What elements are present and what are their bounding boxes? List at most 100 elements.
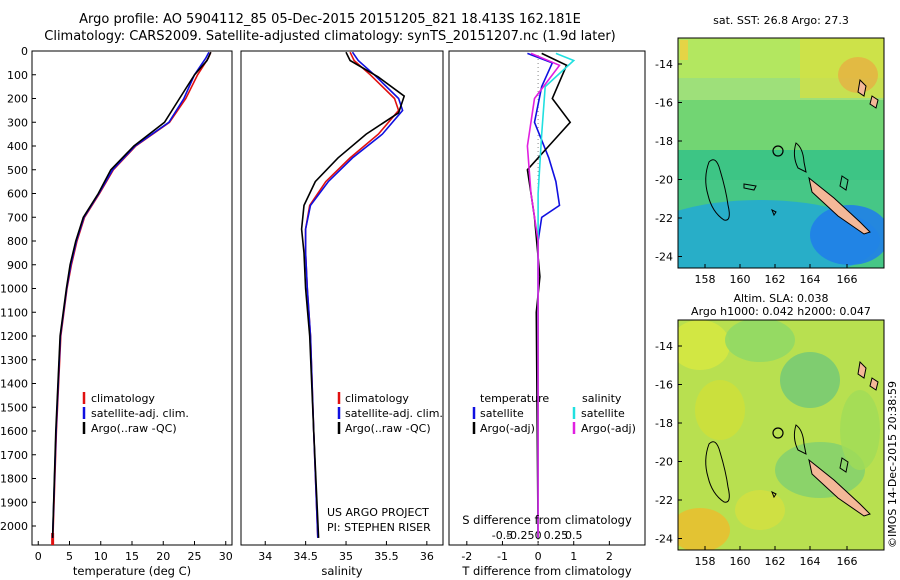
sst-map-image [678,38,884,268]
x-tick-label: 1 [570,550,577,563]
salinity-plot: 34 34.5 35 35.5 36 [258,51,434,563]
legend-title-temperature: temperature [480,392,549,405]
depth-tick-label: 1600 [0,425,28,438]
s-diff-tick-label: -0.25 [506,529,534,542]
depth-tick-label: 1500 [0,401,28,414]
difference-panel-frame [448,50,646,546]
legend-label-temp-argo: Argo(-adj) [480,422,535,435]
depth-tick-label: 200 [7,93,28,106]
legend-title-salinity: salinity [582,392,622,405]
difference-xlabel: T difference from climatology [461,564,632,578]
lon-tick-label: 162 [765,555,786,568]
depth-tick-label: 700 [7,211,28,224]
argo-position-marker [772,427,784,439]
series-line [304,51,404,538]
series-line [526,52,572,538]
figure-subtitle: Climatology: CARS2009. Satellite-adjuste… [44,29,616,44]
depth-axis: 0 100 200 300 400 500 600 700 800 900 1000 1100 1200… [0,45,36,533]
depth-tick-label: 800 [7,235,28,248]
sst-map-coastlines [705,78,879,235]
sla-map-axes: 158 160 162 164 166 -14 -16 -18 -20 -22 -24 [655,340,857,568]
s-diff-tick-label: -0.5 [492,529,513,542]
salinity-panel-frame [240,50,444,546]
series-line [304,51,400,538]
depth-tick-label: 900 [7,259,28,272]
legend-label-satellite: satellite-adj. clim. [91,407,189,420]
s-diff-tick-label: 0.25 [544,529,569,542]
difference-top-axis-label: S difference from climatology [462,513,632,527]
x-tick-label: 0 [35,550,42,563]
lat-tick-label: -22 [655,212,673,225]
depth-tick-label: 100 [7,69,28,82]
temperature-plot: 0 5 10 15 20 25 30 [35,51,233,563]
legend-label-sal-argo: Argo(-adj) [581,422,636,435]
x-tick-label: 0 [535,550,542,563]
x-tick-label: 36 [420,550,434,563]
lat-tick-label: -22 [655,494,673,507]
temperature-panel-frame [31,50,233,546]
lon-tick-label: 158 [695,555,716,568]
x-tick-label: 34 [258,550,272,563]
legend-label-temp-satellite: satellite [480,407,524,420]
lon-tick-label: 158 [695,273,716,286]
depth-tick-label: 1100 [0,306,28,319]
x-tick-label: 25 [188,550,202,563]
sla-map-subtitle: Argo h1000: 0.042 h2000: 0.047 [691,305,871,318]
lon-tick-label: 166 [837,555,858,568]
sst-map-axes: 158 160 162 164 166 -14 -16 -18 -20 -22 -24 [655,58,857,286]
salinity-legend: climatology satellite-adj. clim. Argo(..… [337,392,443,435]
lon-tick-label: 160 [730,273,751,286]
salinity-xlabel: salinity [321,564,362,578]
x-tick-label: 35 [339,550,353,563]
depth-tick-label: 0 [21,45,28,58]
lon-tick-label: 162 [765,273,786,286]
depth-tick-label: 1000 [0,283,28,296]
x-tick-label: 5 [66,550,73,563]
sla-map-coastlines [705,360,879,517]
sla-map-image [678,320,884,550]
series-line [300,51,406,538]
series-line [537,52,576,538]
temperature-legend: climatology satellite-adj. clim. Argo(..… [82,392,189,435]
series-line [52,51,212,538]
lat-tick-label: -14 [655,58,673,71]
argo-position-marker [772,145,784,157]
sst-map-title: sat. SST: 26.8 Argo: 27.3 [713,14,849,27]
x-tick-label: 15 [125,550,139,563]
x-tick-label: 10 [94,550,108,563]
sst-map-frame [677,37,885,269]
depth-tick-label: 1400 [0,378,28,391]
sla-map-title: Altim. SLA: 0.038 [733,292,828,305]
x-tick-label: -2 [461,550,472,563]
depth-tick-label: 300 [7,116,28,129]
lon-tick-label: 160 [730,555,751,568]
legend-label-argo: Argo(..raw -QC) [345,422,431,435]
lat-tick-label: -20 [655,174,673,187]
depth-tick-label: 500 [7,164,28,177]
depth-tick-label: 400 [7,140,28,153]
series-line [51,51,212,538]
legend-label-sal-satellite: satellite [581,407,625,420]
lat-tick-label: -24 [655,533,673,546]
x-tick-label: -1 [497,550,508,563]
depth-tick-label: 600 [7,188,28,201]
depth-tick-label: 1200 [0,330,28,343]
series-line [527,52,561,538]
x-tick-label: 35.5 [374,550,399,563]
legend-label-satellite: satellite-adj. clim. [345,407,443,420]
depth-tick-label: 2000 [0,520,28,533]
depth-tick-label: 1900 [0,496,28,509]
legend-label-climatology: climatology [345,392,409,405]
s-diff-tick-label: 0.5 [565,529,583,542]
series-line [51,51,210,538]
x-tick-label: 20 [156,550,170,563]
lat-tick-label: -18 [655,417,673,430]
x-tick-label: 30 [219,550,233,563]
pi-annotation: PI: STEPHEN RISER [327,521,431,534]
lat-tick-label: -16 [655,379,673,392]
difference-plot: -2 -1 0 1 2-0.5-0.25 0 0.250.5 [461,51,613,563]
x-tick-label: 34.5 [293,550,318,563]
figure-title: Argo profile: AO 5904112_85 05-Dec-2015 … [79,12,581,27]
depth-tick-label: 1700 [0,449,28,462]
